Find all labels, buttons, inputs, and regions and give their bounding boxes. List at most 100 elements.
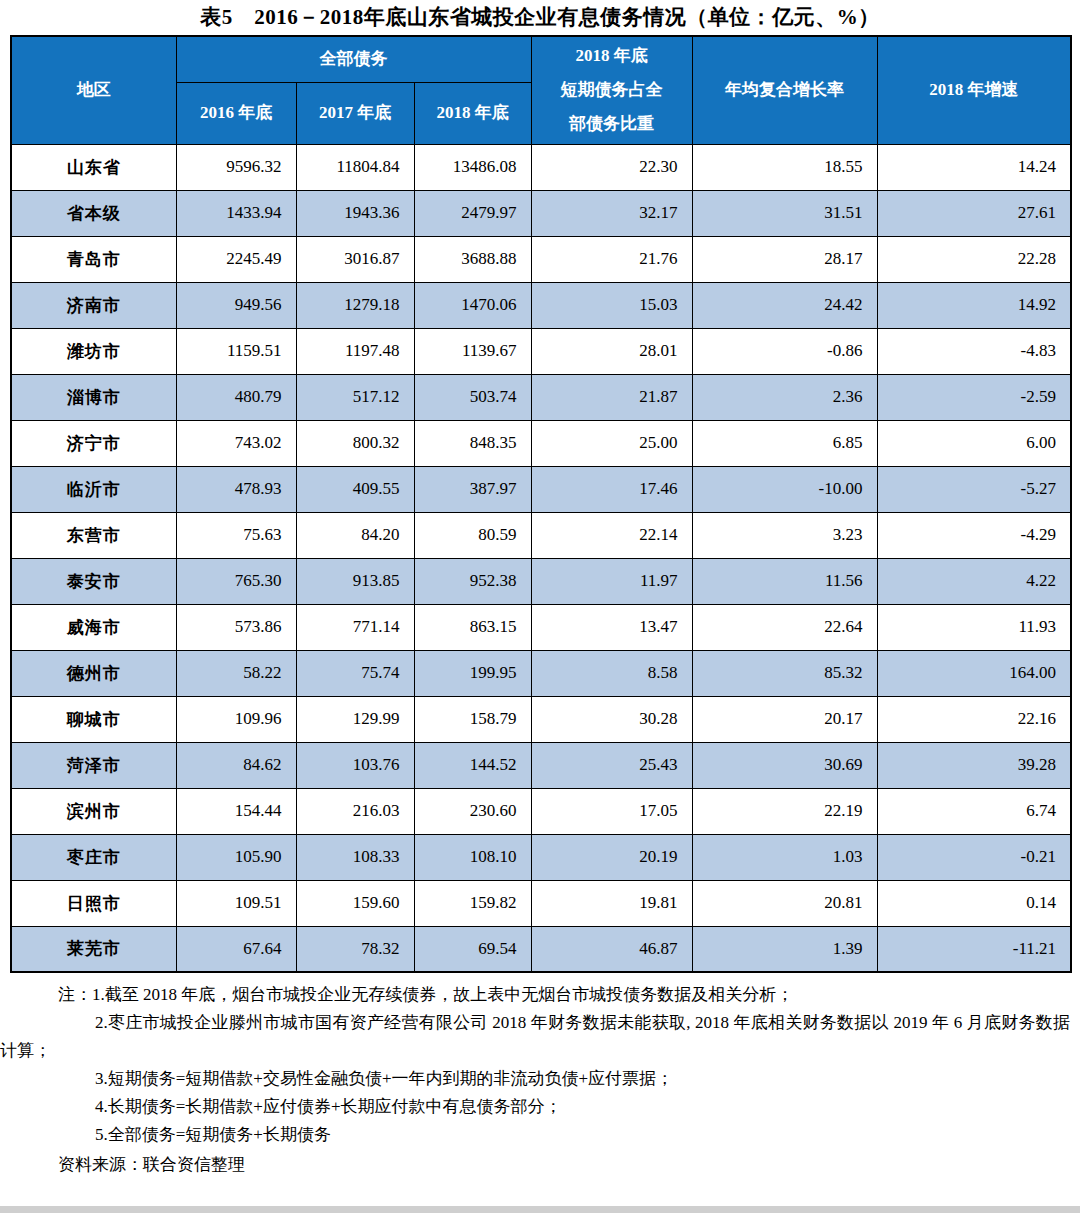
col-header-2018: 2018 年底 xyxy=(414,82,531,144)
region-cell: 聊城市 xyxy=(11,696,176,742)
value-cell: 158.79 xyxy=(414,696,531,742)
region-cell: 青岛市 xyxy=(11,236,176,282)
table-row: 枣庄市105.90108.33108.1020.191.03-0.21 xyxy=(11,834,1071,880)
region-cell: 滨州市 xyxy=(11,788,176,834)
value-cell: 19.81 xyxy=(531,880,692,926)
value-cell: 1279.18 xyxy=(296,282,414,328)
value-cell: 144.52 xyxy=(414,742,531,788)
value-cell: 109.96 xyxy=(176,696,296,742)
value-cell: 25.43 xyxy=(531,742,692,788)
value-cell: 949.56 xyxy=(176,282,296,328)
col-header-region: 地区 xyxy=(11,36,176,144)
value-cell: 30.69 xyxy=(692,742,877,788)
value-cell: -11.21 xyxy=(877,926,1071,972)
value-cell: 164.00 xyxy=(877,650,1071,696)
table-row: 菏泽市84.62103.76144.5225.4330.6939.28 xyxy=(11,742,1071,788)
value-cell: 6.85 xyxy=(692,420,877,466)
region-cell: 东营市 xyxy=(11,512,176,558)
value-cell: 800.32 xyxy=(296,420,414,466)
region-cell: 莱芜市 xyxy=(11,926,176,972)
value-cell: 20.19 xyxy=(531,834,692,880)
value-cell: 21.87 xyxy=(531,374,692,420)
report-page: 表5 2016－2018年底山东省城投企业有息债务情况（单位：亿元、%） 地区 … xyxy=(0,0,1080,1213)
table-row: 济南市949.561279.181470.0615.0324.4214.92 xyxy=(11,282,1071,328)
value-cell: 387.97 xyxy=(414,466,531,512)
value-cell: 14.24 xyxy=(877,144,1071,190)
value-cell: 67.64 xyxy=(176,926,296,972)
note-line-1: 注：1.截至 2018 年底，烟台市城投企业无存续债券，故上表中无烟台市城投债务… xyxy=(0,981,1070,1009)
value-cell: 17.46 xyxy=(531,466,692,512)
value-cell: 11804.84 xyxy=(296,144,414,190)
value-cell: 1197.48 xyxy=(296,328,414,374)
value-cell: 108.33 xyxy=(296,834,414,880)
region-cell: 德州市 xyxy=(11,650,176,696)
table-row: 山东省9596.3211804.8413486.0822.3018.5514.2… xyxy=(11,144,1071,190)
table-header: 地区 全部债务 2018 年底 短期债务占全 部债务比重 年均复合增长率 201… xyxy=(11,36,1071,144)
value-cell: 517.12 xyxy=(296,374,414,420)
table-row: 莱芜市67.6478.3269.5446.871.39-11.21 xyxy=(11,926,1071,972)
value-cell: 30.28 xyxy=(531,696,692,742)
table-row: 淄博市480.79517.12503.7421.872.36-2.59 xyxy=(11,374,1071,420)
value-cell: 409.55 xyxy=(296,466,414,512)
value-cell: 2479.97 xyxy=(414,190,531,236)
value-cell: 1159.51 xyxy=(176,328,296,374)
value-cell: 3688.88 xyxy=(414,236,531,282)
value-cell: -0.86 xyxy=(692,328,877,374)
value-cell: 58.22 xyxy=(176,650,296,696)
value-cell: 9596.32 xyxy=(176,144,296,190)
region-cell: 省本级 xyxy=(11,190,176,236)
value-cell: 22.19 xyxy=(692,788,877,834)
table-row: 济宁市743.02800.32848.3525.006.856.00 xyxy=(11,420,1071,466)
value-cell: 11.56 xyxy=(692,558,877,604)
value-cell: 8.58 xyxy=(531,650,692,696)
short-ratio-line-1: 2018 年底 xyxy=(532,39,692,73)
value-cell: 952.38 xyxy=(414,558,531,604)
region-cell: 济宁市 xyxy=(11,420,176,466)
value-cell: 85.32 xyxy=(692,650,877,696)
value-cell: 78.32 xyxy=(296,926,414,972)
table-row: 临沂市478.93409.55387.9717.46-10.00-5.27 xyxy=(11,466,1071,512)
short-ratio-line-3: 部债务比重 xyxy=(532,107,692,141)
value-cell: 103.76 xyxy=(296,742,414,788)
table-row: 德州市58.2275.74199.958.5885.32164.00 xyxy=(11,650,1071,696)
value-cell: 28.17 xyxy=(692,236,877,282)
value-cell: 20.17 xyxy=(692,696,877,742)
page-bottom-edge xyxy=(0,1206,1080,1213)
value-cell: -2.59 xyxy=(877,374,1071,420)
value-cell: 39.28 xyxy=(877,742,1071,788)
col-header-2017: 2017 年底 xyxy=(296,82,414,144)
value-cell: 25.00 xyxy=(531,420,692,466)
value-cell: 503.74 xyxy=(414,374,531,420)
value-cell: 154.44 xyxy=(176,788,296,834)
value-cell: -4.83 xyxy=(877,328,1071,374)
region-cell: 山东省 xyxy=(11,144,176,190)
value-cell: 75.63 xyxy=(176,512,296,558)
region-cell: 泰安市 xyxy=(11,558,176,604)
value-cell: 28.01 xyxy=(531,328,692,374)
value-cell: 2245.49 xyxy=(176,236,296,282)
table-row: 滨州市154.44216.03230.6017.0522.196.74 xyxy=(11,788,1071,834)
value-cell: 216.03 xyxy=(296,788,414,834)
col-header-2016: 2016 年底 xyxy=(176,82,296,144)
value-cell: 573.86 xyxy=(176,604,296,650)
note-line-3: 3.短期债务=短期借款+交易性金融负债+一年内到期的非流动负债+应付票据； xyxy=(0,1065,1070,1093)
region-cell: 枣庄市 xyxy=(11,834,176,880)
note-line-4: 4.长期债务=长期借款+应付债券+长期应付款中有息债务部分； xyxy=(0,1093,1070,1121)
value-cell: -10.00 xyxy=(692,466,877,512)
value-cell: 3.23 xyxy=(692,512,877,558)
region-cell: 临沂市 xyxy=(11,466,176,512)
source-line: 资料来源：联合资信整理 xyxy=(0,1151,1070,1179)
table-row: 省本级1433.941943.362479.9732.1731.5127.61 xyxy=(11,190,1071,236)
value-cell: 1.03 xyxy=(692,834,877,880)
value-cell: 80.59 xyxy=(414,512,531,558)
notes-section: 注：1.截至 2018 年底，烟台市城投企业无存续债券，故上表中无烟台市城投债务… xyxy=(0,981,1070,1179)
value-cell: -4.29 xyxy=(877,512,1071,558)
value-cell: 1943.36 xyxy=(296,190,414,236)
value-cell: 0.14 xyxy=(877,880,1071,926)
value-cell: 1470.06 xyxy=(414,282,531,328)
col-header-cagr: 年均复合增长率 xyxy=(692,36,877,144)
value-cell: 6.74 xyxy=(877,788,1071,834)
col-header-short-term-ratio: 2018 年底 短期债务占全 部债务比重 xyxy=(531,36,692,144)
value-cell: 109.51 xyxy=(176,880,296,926)
value-cell: 22.16 xyxy=(877,696,1071,742)
